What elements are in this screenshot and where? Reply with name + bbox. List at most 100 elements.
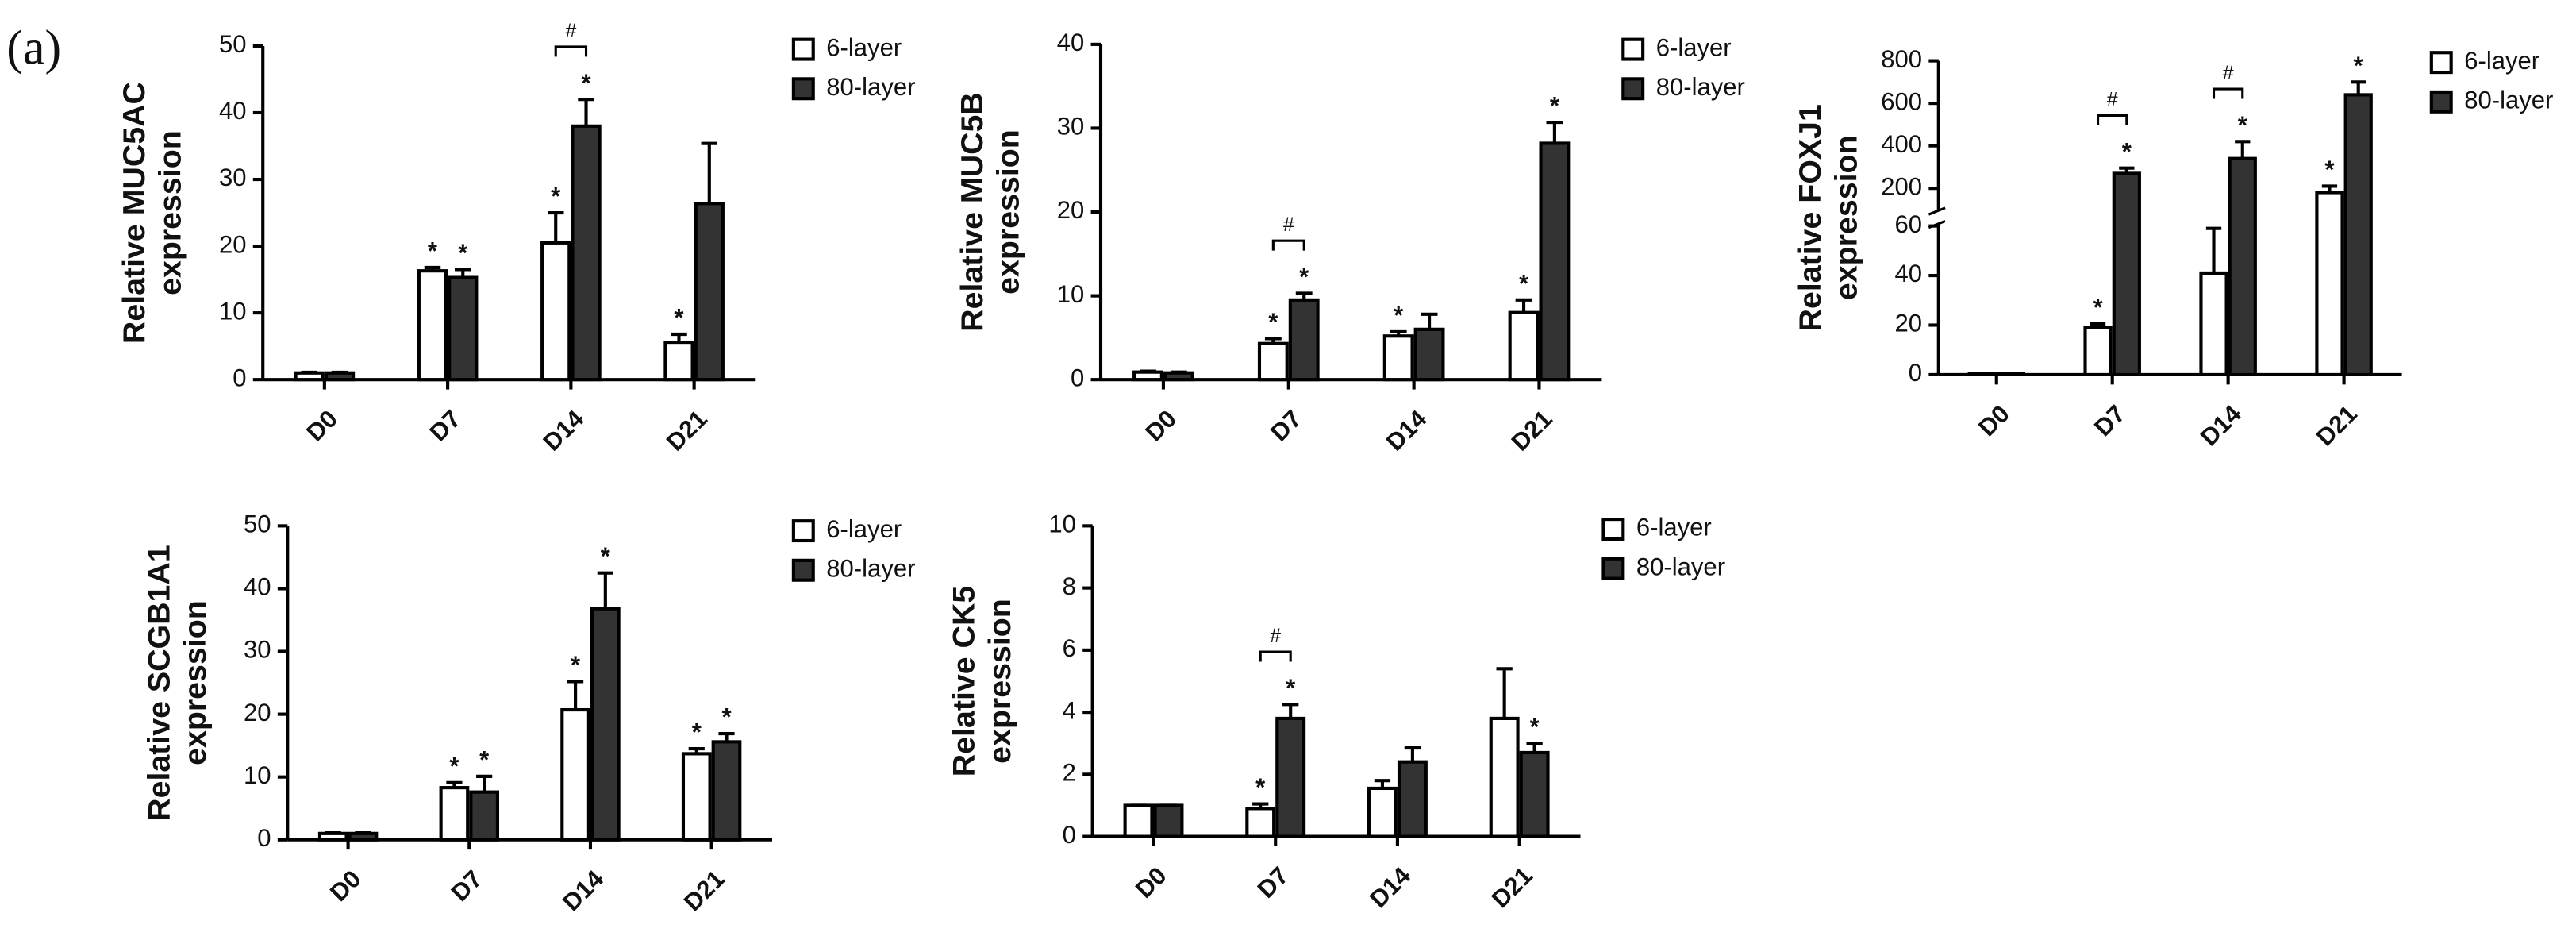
significance-label: #: [2223, 63, 2234, 84]
bar: [1996, 372, 2026, 377]
y-tick-label: 0: [257, 824, 271, 852]
y-tick-label: 30: [219, 164, 247, 191]
bar: [2112, 171, 2141, 377]
significance-bracket: [2097, 114, 2128, 125]
significance-star: *: [1519, 269, 1529, 297]
legend-swatch: [791, 558, 815, 582]
significance-star: *: [2238, 111, 2248, 139]
significance-star: *: [458, 239, 468, 267]
y-tick-label: 40: [244, 573, 271, 601]
significance-star: *: [1255, 773, 1266, 801]
bar: [469, 790, 500, 842]
significance-star: *: [1530, 713, 1540, 741]
significance-star: *: [692, 718, 702, 746]
y-tick-label: 40: [1895, 260, 1923, 287]
y-axis-label: Relative FOXJ1: [1793, 104, 1828, 331]
y-tick-label: 200: [1881, 172, 1922, 200]
bar: [590, 607, 621, 842]
y-axis-label: Relative CK5: [947, 586, 982, 776]
legend-swatch: [1601, 518, 1625, 541]
chart: 0 10 20 30 40 50 Relative MUC5AC expression D0 D7…: [117, 21, 915, 457]
y-axis-label: expression: [982, 599, 1017, 764]
legend-label: 80-layer: [1636, 553, 1725, 580]
significance-bracket: [1271, 239, 1305, 251]
significance-star: *: [479, 745, 490, 773]
x-tick-label: D14: [538, 404, 590, 457]
significance-bracket: [1259, 650, 1292, 662]
y-tick-label: 20: [1895, 310, 1923, 337]
significance-star: *: [674, 304, 684, 332]
bar: [417, 269, 448, 382]
axis-break: [1928, 219, 1946, 229]
y-tick-label: 50: [244, 510, 271, 538]
significance-star: *: [1268, 308, 1278, 336]
x-tick-label: D21: [1506, 405, 1558, 457]
bar: [324, 371, 356, 382]
bar: [1489, 716, 1520, 838]
significance-star: *: [1394, 302, 1404, 329]
x-tick-label: D14: [557, 865, 609, 917]
legend-label: 6-layer: [1636, 514, 1712, 541]
y-tick-label: 6: [1063, 634, 1076, 662]
legend-label: 6-layer: [1656, 33, 1732, 61]
significance-label: #: [1283, 214, 1294, 236]
y-axis-label: expression: [153, 130, 188, 295]
x-tick-label: D21: [679, 865, 730, 916]
legend-swatch: [1621, 77, 1645, 101]
x-tick-label: D0: [301, 405, 343, 447]
x-tick-label: D14: [1364, 861, 1417, 914]
bar: [711, 740, 742, 842]
bar: [1245, 807, 1276, 838]
chart: 0 20 40 60 200 400 600 800 Relative FOXJ1 express…: [1793, 45, 2554, 452]
x-tick-label: D14: [1381, 404, 1433, 457]
significance-star: *: [449, 752, 459, 780]
bar: [1153, 803, 1184, 838]
bar: [663, 341, 694, 382]
bar: [1132, 370, 1163, 382]
significance-bracket: [554, 45, 588, 57]
bar: [2343, 93, 2373, 377]
y-tick-label: 10: [1048, 510, 1076, 538]
y-tick-label: 8: [1063, 572, 1076, 600]
y-tick-label: 20: [219, 230, 247, 258]
bar: [1519, 750, 1550, 838]
legend-label: 6-layer: [826, 33, 902, 61]
bar: [348, 831, 379, 842]
chart: 0 10 20 30 40 50 Relative SCGB1A1 expression D0 D…: [141, 510, 915, 917]
y-tick-label: 40: [219, 97, 247, 125]
x-tick-label: D0: [1973, 399, 2015, 441]
significance-star: *: [2093, 294, 2104, 322]
y-tick-label: 60: [1895, 210, 1923, 238]
y-tick-label: 20: [244, 699, 271, 726]
significance-label: #: [565, 21, 576, 42]
bar: [1539, 141, 1571, 382]
y-tick-label: 40: [1057, 29, 1085, 56]
significance-star: *: [428, 237, 438, 265]
significance-star: *: [721, 703, 732, 731]
y-axis-label: Relative MUC5AC: [117, 82, 152, 344]
y-tick-label: 20: [1057, 196, 1085, 224]
legend-swatch: [2429, 51, 2453, 75]
bar: [694, 202, 725, 382]
y-tick-label: 10: [1057, 280, 1085, 308]
significance-label: #: [1270, 626, 1281, 647]
legend-swatch: [791, 519, 815, 543]
y-tick-label: 400: [1881, 130, 1922, 158]
x-tick-label: D7: [2089, 399, 2131, 441]
panel-label: (a): [6, 21, 61, 75]
y-tick-label: 10: [219, 297, 247, 325]
significance-star: *: [1550, 92, 1560, 120]
y-axis-label: Relative SCGB1A1: [141, 545, 176, 821]
bar: [448, 275, 479, 382]
y-tick-label: 10: [244, 761, 271, 789]
bar: [294, 371, 325, 382]
legend-label: 80-layer: [2464, 87, 2553, 114]
bar: [1967, 372, 1997, 377]
significance-star: *: [1299, 263, 1309, 291]
bar: [1382, 334, 1414, 382]
legend-label: 80-layer: [826, 554, 915, 582]
x-tick-label: D7: [424, 405, 466, 447]
significance-star: *: [2122, 137, 2132, 165]
significance-bracket: [2212, 87, 2244, 99]
